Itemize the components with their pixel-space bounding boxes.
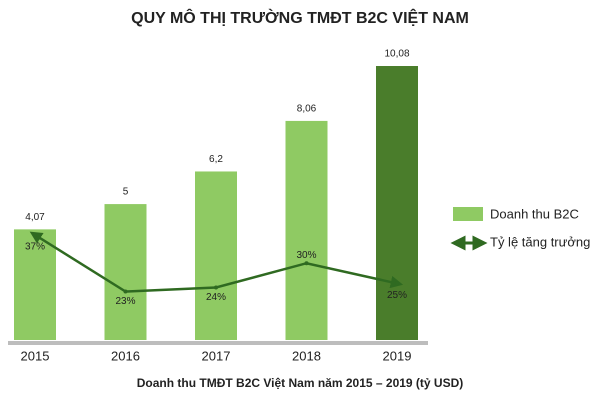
value-label: 30%	[296, 250, 316, 261]
legend-label: Doanh thu B2C	[490, 206, 579, 221]
line-point	[304, 261, 309, 266]
x-tick-label: 2017	[202, 348, 231, 363]
value-label: 10,08	[384, 49, 409, 60]
line-point	[123, 289, 128, 294]
value-label: 8,06	[297, 104, 317, 115]
x-tick-label: 2015	[21, 348, 50, 363]
x-tick-label: 2019	[383, 348, 412, 363]
value-label: 25%	[387, 290, 407, 301]
line-point	[33, 232, 37, 237]
legend-label: Tỷ lệ tăng trưởng	[490, 234, 590, 249]
chart-subtitle: Doanh thu TMĐT B2C Việt Nam năm 2015 – 2…	[137, 376, 464, 390]
value-label: 23%	[115, 296, 135, 307]
bar	[376, 66, 418, 341]
chart-title: QUY MÔ THỊ TRƯỜNG TMĐT B2C VIỆT NAM	[131, 8, 469, 27]
line-point	[214, 285, 218, 290]
x-tick-label: 2016	[111, 348, 140, 363]
value-label: 24%	[206, 292, 226, 303]
line-point	[395, 281, 399, 286]
bar	[285, 120, 328, 340]
legend-swatch	[453, 207, 483, 221]
value-label: 37%	[25, 242, 45, 253]
bar	[195, 171, 237, 340]
value-label: 4,07	[25, 212, 45, 223]
value-label: 5	[123, 187, 129, 198]
x-tick-label: 2018	[292, 348, 321, 363]
value-label: 6,2	[209, 154, 223, 165]
bar	[104, 204, 147, 340]
baseline	[8, 341, 428, 345]
